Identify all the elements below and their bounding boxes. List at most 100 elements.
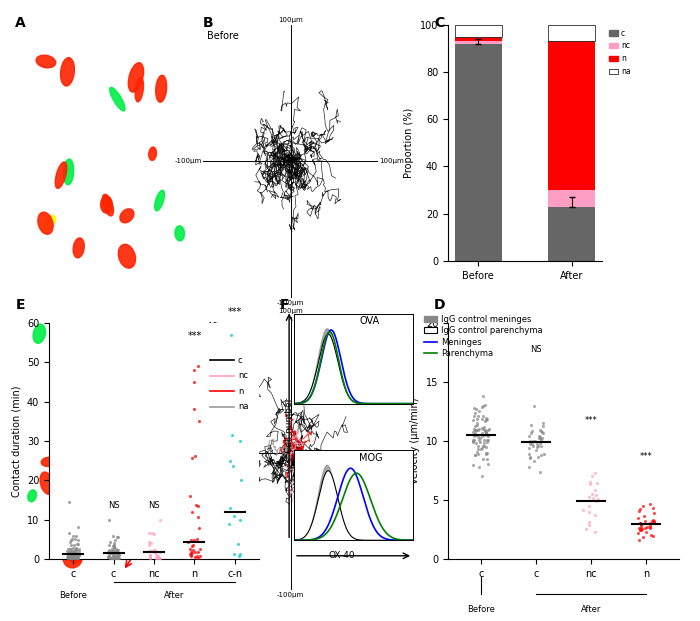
Point bbox=[109, 535, 120, 545]
Point bbox=[473, 432, 484, 442]
Point bbox=[586, 471, 597, 481]
Point bbox=[533, 452, 544, 462]
Point bbox=[584, 478, 596, 487]
Point bbox=[148, 547, 160, 557]
Point bbox=[480, 399, 491, 409]
Point bbox=[65, 552, 76, 562]
Point bbox=[589, 527, 601, 537]
Point bbox=[71, 544, 82, 554]
Point bbox=[482, 430, 493, 440]
Point bbox=[583, 520, 594, 530]
Point bbox=[108, 548, 120, 558]
Point bbox=[478, 435, 489, 445]
Point bbox=[67, 548, 78, 558]
Text: ***: *** bbox=[228, 307, 242, 317]
Point bbox=[185, 546, 196, 556]
Point bbox=[589, 468, 601, 478]
Text: F: F bbox=[280, 298, 290, 312]
Point bbox=[112, 549, 123, 559]
Text: After: After bbox=[172, 573, 190, 582]
Point bbox=[144, 550, 155, 560]
Ellipse shape bbox=[73, 238, 84, 258]
Point bbox=[481, 453, 492, 463]
Point bbox=[648, 531, 659, 541]
Point bbox=[108, 551, 119, 561]
Point bbox=[144, 540, 155, 550]
Point bbox=[470, 438, 482, 448]
Text: ***: *** bbox=[584, 416, 597, 425]
Legend: IgG control meninges, IgG control parenchyma, Meninges, Parenchyma: IgG control meninges, IgG control parenc… bbox=[424, 315, 542, 358]
Point bbox=[65, 553, 76, 563]
Point bbox=[225, 330, 237, 340]
Point bbox=[146, 538, 157, 548]
Point bbox=[638, 511, 650, 521]
Y-axis label: Proportion (%): Proportion (%) bbox=[405, 107, 414, 178]
Point bbox=[645, 520, 656, 530]
Point bbox=[190, 500, 202, 510]
Point bbox=[482, 437, 493, 446]
Text: OX-40: OX-40 bbox=[328, 551, 355, 560]
Text: MOG: MOG bbox=[360, 453, 383, 463]
Point bbox=[634, 518, 645, 528]
Text: nc: nc bbox=[238, 371, 248, 380]
Point bbox=[63, 551, 74, 561]
Point bbox=[477, 471, 488, 481]
Point bbox=[67, 531, 78, 541]
Point bbox=[154, 547, 165, 557]
Point bbox=[478, 401, 489, 411]
Point bbox=[65, 544, 76, 554]
Point bbox=[74, 544, 85, 554]
Point bbox=[193, 512, 204, 522]
Point bbox=[482, 414, 493, 424]
Text: Cell number: Cell number bbox=[285, 397, 293, 453]
Point bbox=[529, 436, 540, 446]
Point bbox=[640, 523, 651, 533]
Ellipse shape bbox=[110, 88, 125, 111]
Point bbox=[477, 414, 488, 424]
Point bbox=[470, 404, 482, 414]
Point bbox=[72, 538, 83, 548]
Ellipse shape bbox=[36, 55, 56, 68]
Point bbox=[144, 552, 155, 562]
Point bbox=[228, 548, 239, 558]
Point bbox=[468, 437, 479, 447]
Point bbox=[584, 501, 595, 511]
Point bbox=[538, 421, 549, 431]
Point bbox=[74, 551, 85, 561]
Point bbox=[534, 432, 545, 442]
Point bbox=[111, 532, 122, 542]
Ellipse shape bbox=[132, 415, 144, 436]
Point bbox=[477, 454, 489, 464]
Point bbox=[74, 550, 85, 560]
Point bbox=[113, 553, 124, 563]
Point bbox=[70, 543, 81, 553]
Point bbox=[184, 491, 195, 501]
Point bbox=[191, 551, 202, 561]
Point bbox=[71, 543, 82, 553]
Point bbox=[468, 415, 479, 425]
Point bbox=[194, 544, 205, 554]
Point bbox=[636, 524, 648, 534]
Point bbox=[194, 551, 205, 561]
Point bbox=[531, 445, 542, 455]
Point bbox=[71, 554, 83, 564]
Point bbox=[107, 553, 118, 563]
Point bbox=[69, 550, 80, 560]
Point bbox=[634, 524, 645, 533]
Point bbox=[470, 425, 482, 435]
Point bbox=[644, 519, 655, 528]
Point bbox=[64, 497, 75, 507]
Ellipse shape bbox=[104, 362, 119, 385]
Point bbox=[184, 545, 195, 555]
Point bbox=[102, 548, 113, 558]
Ellipse shape bbox=[61, 366, 74, 386]
Point bbox=[532, 443, 543, 453]
Ellipse shape bbox=[69, 546, 85, 563]
Point bbox=[111, 547, 122, 557]
Point bbox=[64, 547, 75, 557]
Point bbox=[475, 437, 486, 446]
Bar bbox=[548, 190, 595, 207]
Point bbox=[62, 545, 74, 555]
Point bbox=[591, 479, 602, 489]
Point bbox=[114, 549, 125, 559]
